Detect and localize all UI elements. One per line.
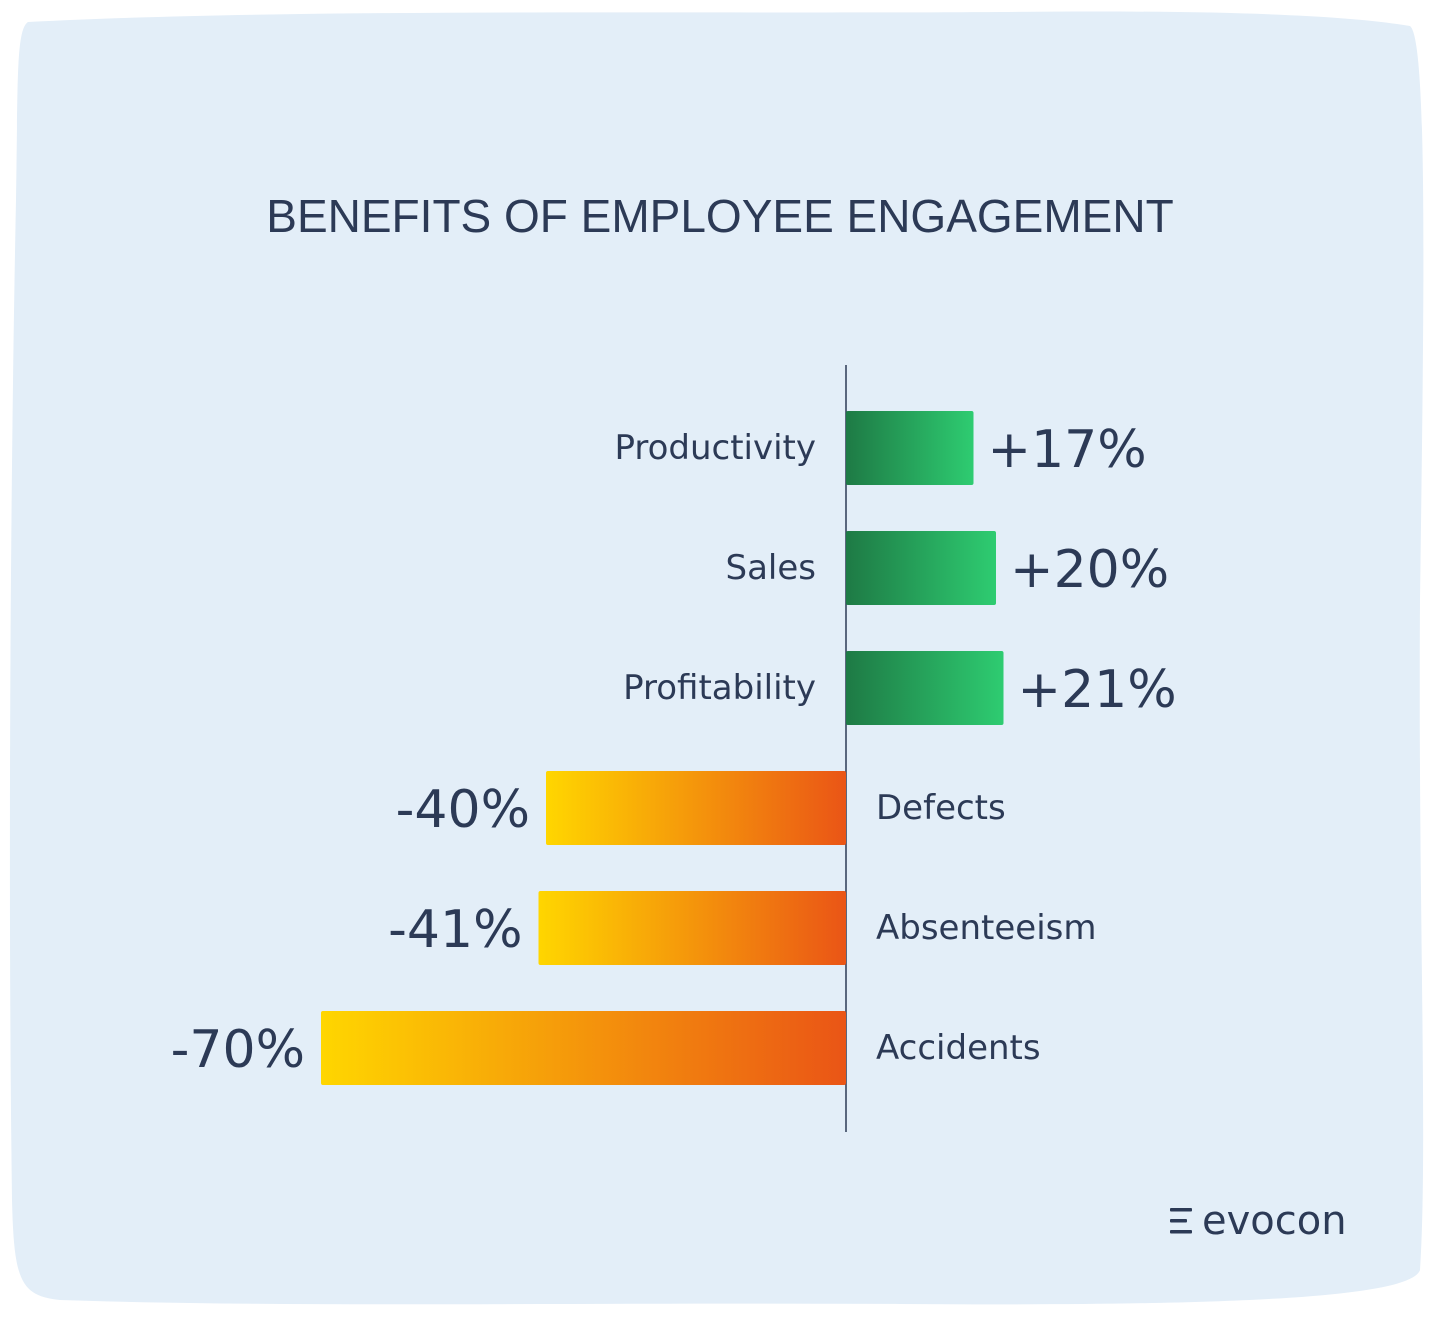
value-labels-group: +17% +20% +21% -40% -41% -70% [171, 420, 1177, 1080]
category-label-absenteeism: Absenteeism [876, 908, 1096, 948]
value-label-productivity: +17% [988, 420, 1147, 480]
bar-profitability [846, 651, 1004, 725]
chart-title: BENEFITS OF EMPLOYEE ENGAGEMENT [266, 190, 1173, 242]
bar-accidents [321, 1011, 846, 1085]
value-label-absenteeism: -41% [388, 900, 522, 960]
value-label-accidents: -70% [171, 1020, 305, 1080]
value-label-defects: -40% [396, 780, 530, 840]
bar-absenteeism [538, 891, 846, 965]
bar-sales [846, 531, 996, 605]
bar-productivity [846, 411, 974, 485]
category-label-accidents: Accidents [876, 1028, 1041, 1068]
category-label-defects: Defects [876, 788, 1006, 828]
category-labels-group: Productivity Sales Profitability Defects Abs… [614, 428, 1096, 1068]
bars-group [321, 411, 1004, 1085]
evocon-logo-icon [1170, 1208, 1192, 1234]
value-label-sales: +20% [1010, 540, 1169, 600]
background-panel [9, 11, 1424, 1305]
bar-defects [546, 771, 846, 845]
brand-name: evocon [1202, 1198, 1347, 1244]
category-label-productivity: Productivity [614, 428, 816, 468]
value-label-profitability: +21% [1018, 660, 1177, 720]
category-label-sales: Sales [726, 548, 817, 588]
brand-logo: evocon [1170, 1198, 1347, 1244]
category-label-profitability: Profitability [623, 668, 816, 708]
